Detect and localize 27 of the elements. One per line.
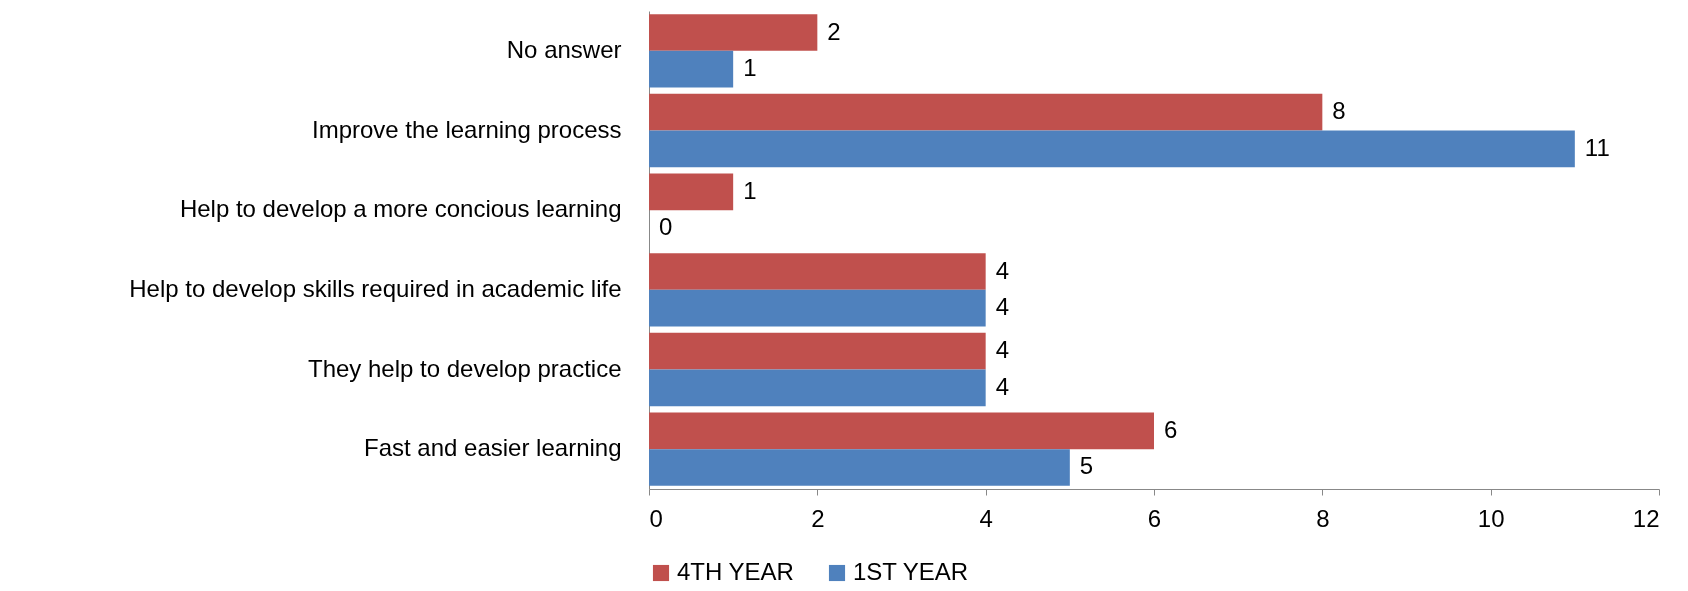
data-label: 0 [659, 213, 673, 241]
data-label: 4 [995, 293, 1010, 321]
legend-label: 1ST YEAR [853, 558, 969, 585]
y-tick-label: Help to develop skills required in academic life [129, 274, 622, 302]
x-tick-label: 0 [649, 504, 663, 532]
x-tick-label: 4 [979, 504, 993, 532]
x-tick-label: 8 [1316, 504, 1330, 532]
data-label: 6 [1164, 415, 1178, 443]
x-tick-label: 2 [811, 504, 825, 532]
y-tick-label: Help to develop a more concious learning [179, 195, 622, 223]
y-tick-label: They help to develop practice [307, 354, 622, 382]
y-tick-label: Fast and easier learning [364, 434, 622, 462]
y-tick-label: No answer [506, 35, 622, 63]
x-tick-label: 12 [1632, 504, 1660, 532]
data-label: 8 [1332, 97, 1346, 125]
y-tick-label: Improve the learning process [312, 115, 622, 143]
data-label: 4 [995, 336, 1010, 364]
data-label: 2 [827, 17, 841, 45]
data-label: 1 [743, 176, 757, 204]
x-tick-label: 10 [1477, 504, 1505, 532]
data-label: 4 [995, 256, 1010, 284]
data-label: 5 [1079, 452, 1094, 480]
x-tick-label: 6 [1147, 504, 1162, 532]
legend-label: 4TH YEAR [677, 558, 794, 585]
data-label: 4 [995, 372, 1010, 400]
data-label: 1 [743, 54, 757, 82]
data-label: 11 [1584, 133, 1610, 161]
